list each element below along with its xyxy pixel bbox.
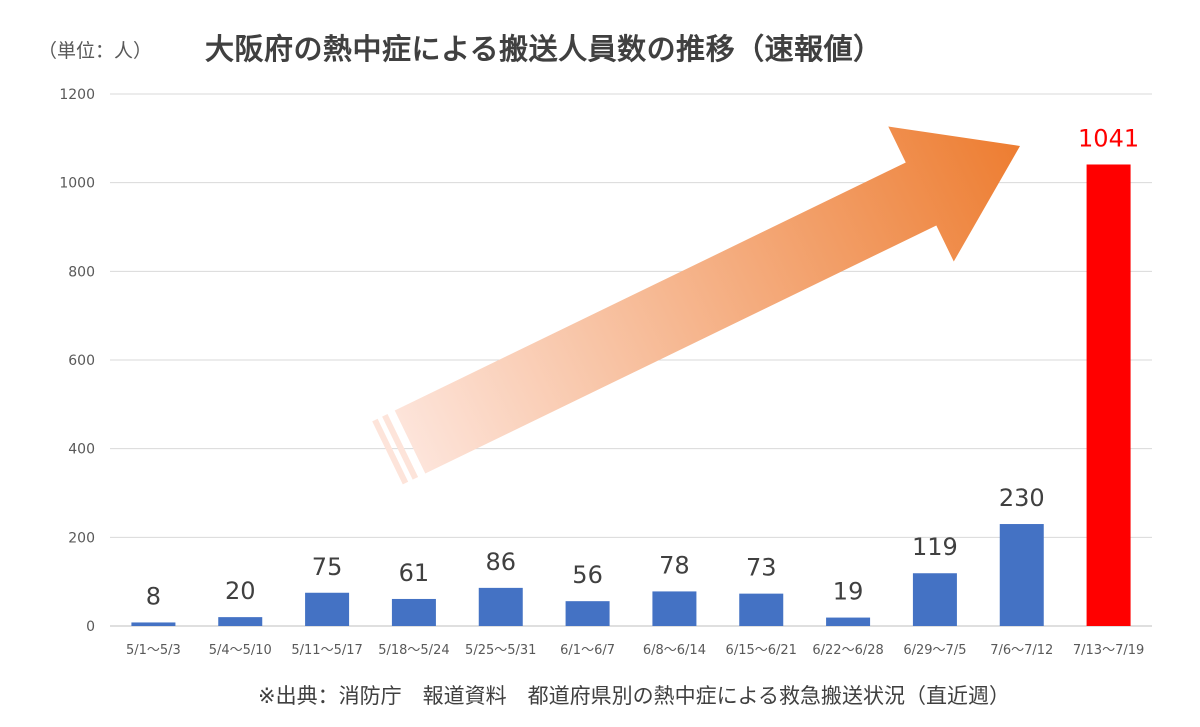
y-tick-label: 600	[68, 353, 95, 369]
x-tick-label-0: 5/1～5/3	[126, 643, 181, 658]
x-tick-label-3: 5/18～5/24	[378, 643, 449, 658]
data-label-11: 1041	[1078, 124, 1139, 152]
trend-arrow	[372, 126, 1021, 485]
x-tick-label-11: 7/13～7/19	[1073, 643, 1144, 658]
data-labels: 8 20 75 61 86 56 78 73 19 119 230 1041	[146, 124, 1139, 610]
x-tick-label-1: 5/4～5/10	[209, 643, 272, 658]
x-tick-label-2: 5/11～5/17	[291, 643, 362, 658]
bar-6	[652, 591, 697, 626]
trend-arrow-tail-stripe	[372, 418, 409, 485]
x-axis-ticks: 5/1～5/3 5/4～5/10 5/11～5/17 5/18～5/24 5/25～5/…	[126, 643, 1144, 658]
unit-note: （単位：人）	[38, 40, 153, 62]
bar-3	[391, 598, 436, 626]
data-label-7: 73	[746, 554, 777, 582]
data-label-5: 56	[572, 561, 603, 589]
data-label-1: 20	[225, 577, 256, 605]
bar-0	[131, 622, 176, 626]
trend-arrow-shape	[372, 126, 1021, 485]
bar-4	[478, 587, 523, 626]
data-label-6: 78	[659, 551, 690, 579]
y-tick-label: 400	[68, 442, 95, 458]
bar-11	[1086, 164, 1131, 627]
source-note: ※出典：消防庁 報道資料 都道府県別の熱中症による救急搬送状況（直近週）	[258, 684, 1010, 708]
x-tick-label-9: 6/29～7/5	[903, 643, 966, 658]
x-tick-label-4: 5/25～5/31	[465, 643, 536, 658]
y-tick-label: 1000	[59, 176, 95, 192]
bar-5	[565, 601, 610, 626]
y-tick-label: 200	[68, 530, 95, 546]
bar-8	[826, 617, 871, 626]
data-label-2: 75	[312, 553, 343, 581]
chart-title: 大阪府の熱中症による搬送人員数の推移（速報値）	[205, 32, 883, 66]
y-tick-label: 0	[86, 619, 95, 635]
bar-9	[912, 573, 957, 626]
y-tick-label: 800	[68, 264, 95, 280]
x-tick-label-8: 6/22～6/28	[812, 643, 883, 658]
data-label-0: 8	[146, 582, 161, 610]
x-tick-label-10: 7/6～7/12	[990, 643, 1053, 658]
data-label-4: 86	[485, 548, 516, 576]
data-label-10: 230	[999, 484, 1045, 512]
x-tick-label-6: 6/8～6/14	[643, 643, 706, 658]
bars	[131, 164, 1131, 627]
data-label-9: 119	[912, 533, 958, 561]
data-label-3: 61	[399, 559, 430, 587]
bar-1	[218, 617, 263, 626]
bar-2	[305, 592, 350, 626]
x-tick-label-5: 6/1～6/7	[560, 643, 615, 658]
bar-7	[739, 593, 784, 626]
x-tick-label-7: 6/15～6/21	[726, 643, 797, 658]
y-axis-ticks: 0 200 400 600 800 1000 1200	[59, 87, 95, 635]
trend-arrow-body	[394, 126, 1021, 474]
y-tick-label: 1200	[59, 87, 95, 103]
trend-arrow-tail-stripe	[382, 414, 419, 480]
data-label-8: 19	[833, 578, 864, 606]
bar-10	[999, 524, 1044, 626]
gridlines	[110, 93, 1152, 627]
